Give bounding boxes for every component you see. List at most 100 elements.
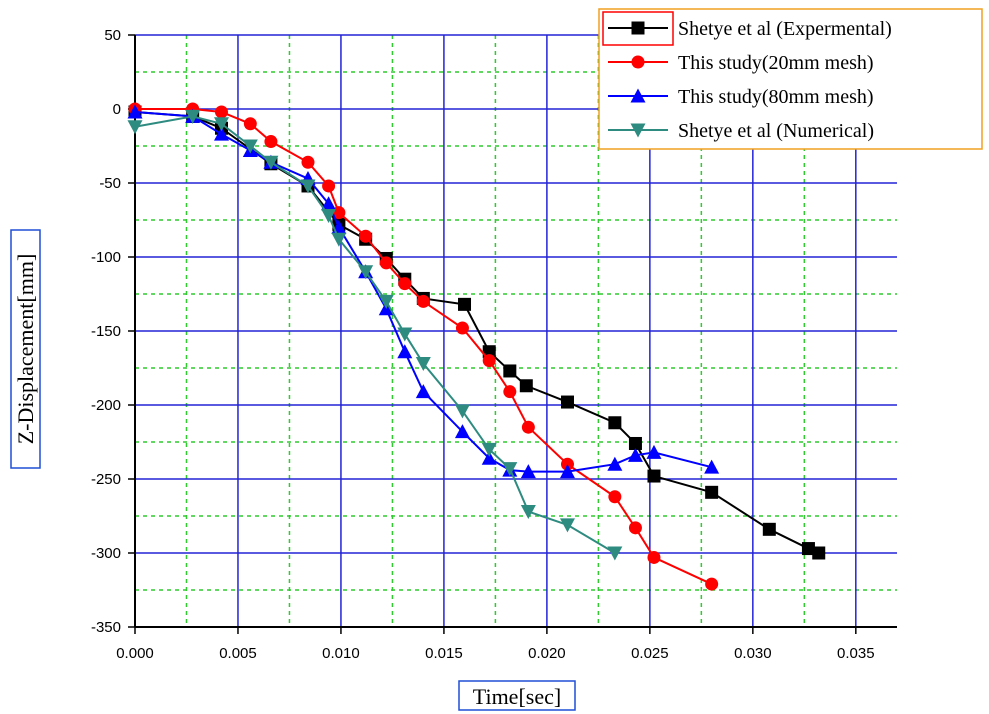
x-axis-title-group: Time[sec]	[458, 680, 576, 711]
data-point	[520, 505, 536, 520]
data-point	[263, 155, 279, 170]
x-axis-title: Time[sec]	[473, 684, 561, 709]
data-point	[331, 232, 347, 247]
data-point	[398, 277, 412, 291]
data-point	[520, 464, 536, 479]
x-tick-label: 0.015	[425, 645, 463, 662]
data-point	[812, 546, 826, 560]
legend-label: Shetye et al (Expermental)	[678, 18, 892, 40]
data-point	[321, 209, 337, 224]
legend-marker	[631, 21, 645, 35]
legend-highlight	[602, 11, 674, 46]
data-point	[127, 104, 143, 119]
legend-item-1: Shetye et al (Expermental)	[608, 18, 892, 40]
y-tick-label: -300	[91, 545, 121, 562]
data-point	[560, 395, 574, 409]
data-point	[300, 179, 316, 194]
data-point	[521, 420, 535, 434]
data-point	[379, 256, 393, 270]
data-point	[503, 385, 517, 399]
y-axis-title: Z-Displacement[mm]	[13, 254, 38, 445]
data-point	[322, 179, 336, 193]
data-point	[647, 469, 661, 483]
data-point	[705, 577, 719, 591]
data-point	[213, 117, 229, 132]
x-tick-label: 0.000	[116, 645, 154, 662]
data-point	[482, 345, 496, 359]
x-tick-labels: 0.000 0.005 0.010 0.015 0.020 0.025 0.030 0.035	[116, 645, 874, 662]
data-point	[608, 490, 622, 504]
y-tick-label: 0	[113, 101, 121, 118]
data-point	[519, 379, 533, 393]
data-point	[213, 126, 229, 141]
data-point	[458, 297, 472, 311]
data-point	[454, 404, 470, 419]
y-tick-label: -350	[91, 619, 121, 636]
data-point	[416, 294, 430, 308]
data-point	[397, 344, 413, 359]
data-point	[628, 521, 642, 535]
x-tick-label: 0.030	[734, 645, 772, 662]
data-point	[243, 117, 257, 131]
legend-item-3: This study(80mm mesh)	[608, 86, 874, 108]
data-point	[559, 464, 575, 479]
data-point	[264, 135, 278, 149]
legend-marker	[631, 55, 645, 69]
y-tick-labels: 50 0 -50 -100 -150 -200 -250 -300 -350	[91, 27, 121, 636]
data-point	[627, 447, 643, 462]
data-point	[242, 139, 258, 154]
y-tick-label: -100	[91, 249, 121, 266]
legend: Shetye et al (Expermental) This study(20m…	[598, 8, 983, 150]
data-point	[628, 436, 642, 450]
data-point	[415, 357, 431, 372]
data-point	[454, 424, 470, 439]
data-point	[647, 550, 661, 564]
data-point	[301, 155, 315, 169]
legend-label: This study(20mm mesh)	[678, 52, 874, 74]
legend-label: This study(80mm mesh)	[678, 86, 874, 108]
data-point	[762, 522, 776, 536]
data-point	[482, 354, 496, 368]
data-point	[358, 265, 374, 280]
y-tick-label: -150	[91, 323, 121, 340]
data-point	[378, 294, 394, 309]
data-point	[321, 196, 337, 211]
x-tick-label: 0.010	[322, 645, 360, 662]
data-point	[503, 364, 517, 378]
legend-marker	[630, 88, 646, 103]
data-point	[397, 327, 413, 342]
data-point	[127, 120, 143, 135]
y-tick-label: -250	[91, 471, 121, 488]
x-tick-label: 0.025	[631, 645, 669, 662]
legend-label: Shetye et al (Numerical)	[678, 120, 874, 142]
legend-item-2: This study(20mm mesh)	[608, 52, 874, 74]
data-point	[608, 416, 622, 430]
y-tick-label: -200	[91, 397, 121, 414]
data-point	[481, 442, 497, 457]
legend-marker	[630, 123, 646, 138]
data-point	[559, 518, 575, 533]
x-tick-label: 0.020	[528, 645, 566, 662]
y-axis-title-group: Z-Displacement[mm]	[10, 229, 41, 469]
x-axis-title-box	[458, 680, 576, 711]
data-point	[704, 459, 720, 474]
data-point	[359, 229, 373, 243]
y-tick-label: -50	[99, 175, 121, 192]
x-tick-label: 0.005	[219, 645, 257, 662]
data-point	[455, 321, 469, 335]
series-4	[127, 109, 623, 561]
data-point	[481, 450, 497, 465]
series-2	[128, 102, 719, 591]
data-point	[415, 384, 431, 399]
y-tick-label: 50	[104, 27, 121, 44]
data-point	[185, 109, 201, 124]
data-point	[214, 105, 228, 119]
data-point	[607, 456, 623, 471]
legend-box	[598, 8, 983, 150]
data-point	[607, 546, 623, 561]
series	[127, 102, 826, 591]
x-tick-label: 0.035	[837, 645, 875, 662]
legend-item-4: Shetye et al (Numerical)	[608, 120, 874, 142]
data-point	[801, 542, 815, 556]
